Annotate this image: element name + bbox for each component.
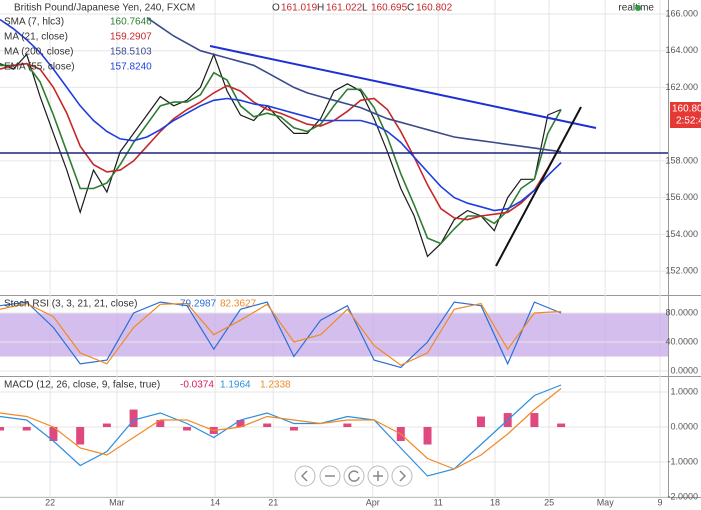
legend: British Pound/Japanese Yen, 240, FXCM re… bbox=[4, 3, 654, 391]
y-tick-label: 156.000 bbox=[665, 192, 698, 202]
x-tick-label: Mar bbox=[109, 497, 125, 507]
y-tick-label: -1.0000 bbox=[667, 456, 698, 466]
legend-label: EMA (55, close) bbox=[4, 62, 75, 73]
ohlc-key: O bbox=[272, 3, 280, 14]
histogram-bar bbox=[236, 420, 245, 428]
legend-value: 159.2907 bbox=[110, 32, 152, 43]
trend-line bbox=[495, 106, 582, 267]
series-line bbox=[0, 62, 562, 221]
y-tick-label: 164.000 bbox=[665, 45, 698, 55]
ohlc-value: 160.695 bbox=[371, 3, 408, 14]
legend-label: SMA (7, hlc3) bbox=[4, 17, 64, 28]
x-tick-label: 25 bbox=[544, 497, 554, 507]
legend-value: 158.5103 bbox=[110, 47, 152, 58]
y-tick-label: 0.0000 bbox=[670, 365, 698, 375]
histogram-bar bbox=[76, 427, 85, 445]
price-box-bg bbox=[670, 102, 701, 128]
x-tick-label: Apr bbox=[366, 497, 380, 507]
histogram-bar bbox=[0, 427, 4, 431]
countdown: 2:52:47 bbox=[676, 116, 701, 127]
legend-label: MA (200, close) bbox=[4, 47, 73, 58]
x-tick-label: 18 bbox=[490, 497, 500, 507]
series-line bbox=[146, 16, 562, 153]
legend-value: -0.0374 bbox=[180, 380, 214, 391]
series-line bbox=[0, 18, 562, 212]
histogram-bar bbox=[530, 413, 539, 428]
y-tick-label: 158.000 bbox=[665, 155, 698, 165]
series-line bbox=[0, 301, 562, 369]
series-line bbox=[0, 52, 562, 258]
legend-value: 157.8240 bbox=[110, 62, 152, 73]
x-tick-label: 9 bbox=[657, 497, 662, 507]
histogram-bar bbox=[156, 420, 165, 428]
scroll-right-button[interactable] bbox=[391, 465, 413, 487]
y-tick-label: 1.0000 bbox=[670, 386, 698, 396]
trend-line bbox=[209, 45, 597, 129]
legend-label: MA (21, close) bbox=[4, 32, 68, 43]
reset-button[interactable] bbox=[343, 465, 365, 487]
legend-value: 1.1964 bbox=[220, 380, 251, 391]
icon bbox=[348, 470, 360, 482]
y-tick-label: 152.000 bbox=[665, 265, 698, 275]
ohlc-key: L bbox=[362, 3, 368, 14]
x-tick-label: 21 bbox=[268, 497, 278, 507]
ohlc-key: H bbox=[317, 3, 324, 14]
x-tick-label: May bbox=[597, 497, 615, 507]
histogram-bar bbox=[102, 423, 111, 428]
grid bbox=[0, 0, 668, 498]
legend-value: 1.2338 bbox=[260, 380, 291, 391]
scroll-left-button[interactable] bbox=[294, 465, 316, 487]
icon bbox=[373, 471, 383, 481]
chart-title: British Pound/Japanese Yen, 240, FXCM bbox=[14, 3, 195, 14]
histogram-bar bbox=[476, 416, 485, 428]
ohlc-value: 161.019 bbox=[281, 3, 318, 14]
histogram-bar bbox=[263, 423, 272, 428]
x-tick-label: 14 bbox=[210, 497, 220, 507]
y-tick-label: 80.0000 bbox=[665, 307, 698, 317]
x-tick-label: 22 bbox=[45, 497, 55, 507]
indicator-title: Stoch RSI (3, 3, 21, 21, close) bbox=[4, 299, 137, 310]
y-tick-label: 166.000 bbox=[665, 8, 698, 18]
plot bbox=[0, 16, 566, 477]
histogram-bar bbox=[557, 423, 566, 428]
histogram-bar bbox=[49, 427, 58, 442]
drawings bbox=[0, 45, 668, 267]
histogram-bar bbox=[183, 427, 192, 431]
legend-value: 82.3627 bbox=[220, 299, 257, 310]
indicator-title: MACD (12, 26, close, 9, false, true) bbox=[4, 380, 160, 391]
ohlc-key: C bbox=[407, 3, 414, 14]
last-price: 160.802 bbox=[672, 104, 701, 115]
y-tick-label: 162.000 bbox=[665, 82, 698, 92]
histogram-bar bbox=[22, 427, 31, 431]
histogram-bar bbox=[129, 409, 138, 428]
series-line bbox=[0, 302, 562, 366]
legend-value: 160.7646 bbox=[110, 17, 152, 28]
icon bbox=[399, 470, 407, 482]
price-box: 160.802 2:52:47 bbox=[670, 102, 701, 128]
histogram-bar bbox=[423, 427, 432, 445]
nav-buttons bbox=[294, 465, 413, 487]
series-line bbox=[0, 388, 562, 470]
y-tick-label: 0.0000 bbox=[670, 421, 698, 431]
icon bbox=[300, 470, 308, 482]
y-tick-label: 154.000 bbox=[665, 229, 698, 239]
ohlc-value: 161.022 bbox=[326, 3, 363, 14]
series-line bbox=[0, 62, 562, 245]
status-dot bbox=[635, 5, 641, 11]
legend-value: 79.2987 bbox=[180, 299, 217, 310]
y-tick-label: 40.0000 bbox=[665, 336, 698, 346]
band bbox=[0, 312, 668, 357]
ohlc-value: 160.802 bbox=[416, 3, 453, 14]
x-tick-label: 11 bbox=[434, 497, 443, 507]
histogram-bar bbox=[343, 423, 352, 428]
histogram-bar bbox=[289, 427, 298, 431]
y-tick-label: -2.0000 bbox=[667, 491, 698, 501]
